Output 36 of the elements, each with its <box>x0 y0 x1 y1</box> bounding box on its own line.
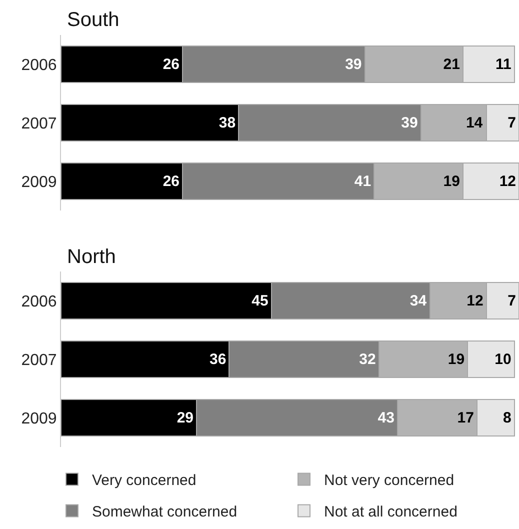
data-label: 8 <box>502 409 512 426</box>
data-label: 19 <box>443 172 460 190</box>
data-label: 7 <box>508 292 516 310</box>
data-label: 38 <box>218 114 236 132</box>
data-label: 10 <box>494 350 512 368</box>
data-label: 7 <box>508 114 516 132</box>
legend-label: Not at all concerned <box>324 504 458 521</box>
chart-title: South <box>67 9 120 31</box>
y-tick-label: 2006 <box>21 56 57 74</box>
data-label: 43 <box>378 409 394 426</box>
data-label: 29 <box>176 409 194 426</box>
data-label: 21 <box>443 56 460 73</box>
chart-title: North <box>67 246 116 268</box>
legend-label: Very concerned <box>92 472 196 490</box>
data-label: 11 <box>495 56 512 73</box>
y-tick-label: 2007 <box>21 352 57 369</box>
data-label: 39 <box>345 56 362 73</box>
data-label: 19 <box>448 350 465 368</box>
y-tick-label: 2009 <box>21 174 57 191</box>
data-label: 45 <box>252 292 268 310</box>
data-label: 26 <box>162 172 180 190</box>
y-tick-label: 2006 <box>21 293 57 310</box>
data-label: 12 <box>499 172 516 190</box>
y-tick-label: 2007 <box>21 115 57 132</box>
legend-label: Somewhat concerned <box>92 504 238 521</box>
data-label: 26 <box>162 56 180 73</box>
data-label: 34 <box>410 292 428 310</box>
data-label: 39 <box>401 114 418 132</box>
y-tick-label: 2009 <box>21 410 57 428</box>
data-label: 36 <box>210 350 226 368</box>
data-label: 14 <box>466 114 484 132</box>
data-label: 32 <box>359 350 376 368</box>
legend-label: Not very concerned <box>324 472 454 490</box>
data-label: 17 <box>457 409 474 426</box>
data-label: 41 <box>354 172 372 190</box>
data-label: 12 <box>466 292 484 310</box>
